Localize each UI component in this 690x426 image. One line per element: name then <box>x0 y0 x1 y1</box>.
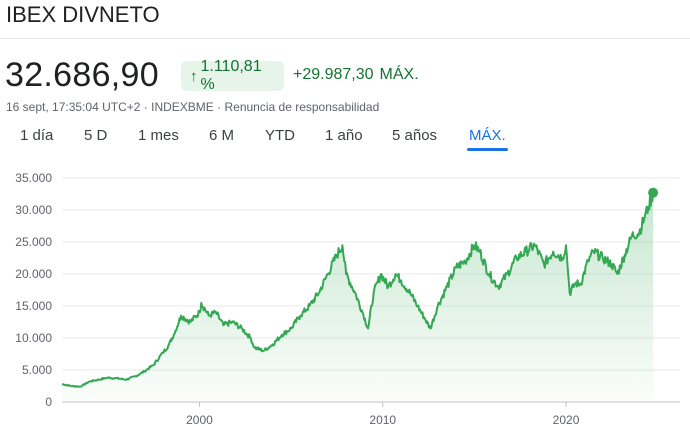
y-tick-label: 25.000 <box>15 235 52 249</box>
meta-separator: · <box>217 100 222 114</box>
tab-1-day[interactable]: 1 día <box>20 127 54 144</box>
change-period: MÁX. <box>379 66 419 83</box>
exchange-name: INDEXBME <box>151 100 214 114</box>
meta-separator: · <box>143 100 148 114</box>
change-percent: 1.110,81 % <box>200 58 262 93</box>
y-tick-label: 30.000 <box>15 203 52 217</box>
change-absolute: +29.987,30 <box>293 66 374 83</box>
tab-5-years[interactable]: 5 años <box>392 127 438 144</box>
arrow-up-icon: ↑ <box>190 67 198 85</box>
tab-1-year[interactable]: 1 año <box>325 127 363 144</box>
x-tick-label: 2000 <box>186 413 213 426</box>
latest-price-dot <box>648 187 659 198</box>
x-tick-label: 2020 <box>553 413 580 426</box>
y-tick-label: 5.000 <box>22 363 52 377</box>
tab-5-days[interactable]: 5 D <box>84 127 108 144</box>
tab-1-month[interactable]: 1 mes <box>138 127 179 144</box>
header-divider <box>0 38 690 39</box>
current-price: 32.686,90 <box>5 56 159 94</box>
y-tick-label: 35.000 <box>15 171 52 185</box>
quote-timestamp: 16 sept, 17:35:04 UTC+2 <box>6 100 141 114</box>
quote-meta: 16 sept, 17:35:04 UTC+2 · INDEXBME · Ren… <box>6 100 379 114</box>
y-tick-label: 20.000 <box>15 267 52 281</box>
y-tick-label: 0 <box>45 395 52 409</box>
tab-6-months[interactable]: 6 M <box>209 127 235 144</box>
page-title: IBEX DIVNETO <box>6 2 160 27</box>
price-series-line <box>61 191 655 388</box>
tab-max[interactable]: MÁX. <box>467 127 508 151</box>
price-chart: 0 5.000 10.000 15.000 20.000 25.000 30.000 35.0… <box>15 171 680 426</box>
tab-ytd[interactable]: YTD <box>265 127 295 144</box>
change-absolute-row: +29.987,30 MÁX. <box>293 66 419 84</box>
y-tick-label: 10.000 <box>15 331 52 345</box>
price-area-fill <box>62 192 654 402</box>
y-tick-label: 15.000 <box>15 299 52 313</box>
change-percent-badge: ↑ 1.110,81 % <box>181 58 284 93</box>
x-tick-label: 2010 <box>369 413 396 426</box>
disclaimer-link[interactable]: Renuncia de responsabilidad <box>224 100 380 114</box>
